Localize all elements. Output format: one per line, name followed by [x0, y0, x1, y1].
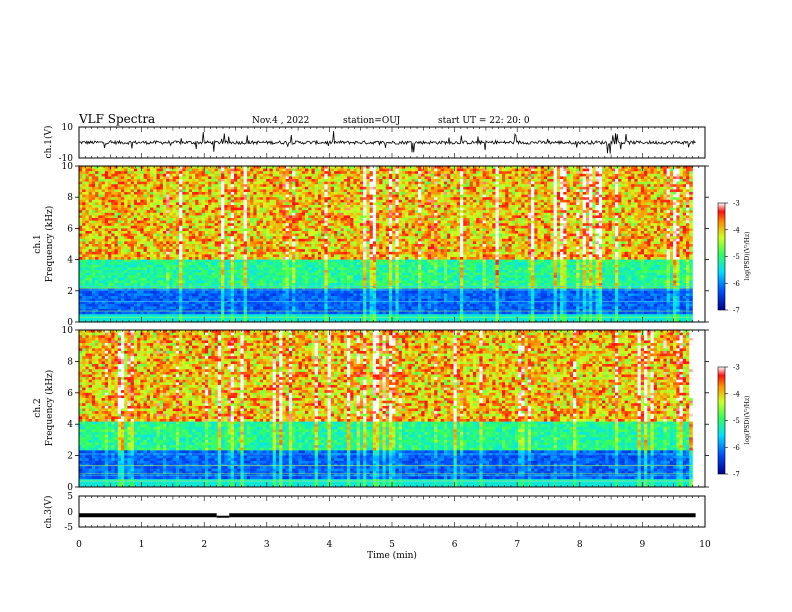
start-time-label: start UT = 22: 20: 0	[438, 116, 530, 126]
time-tick-label: 1	[139, 540, 145, 550]
spectrogram-ytick-label: 2	[67, 287, 73, 297]
colorbar-tick-label: -4	[733, 226, 740, 234]
ch2-colorbar	[717, 366, 726, 475]
colorbar-tick-label: -7	[733, 471, 740, 479]
station-label: station=OUJ	[343, 116, 401, 126]
ch1-colorbar-label: log(PSD)(V²/Hz)	[744, 232, 751, 281]
colorbar-tick-label: -7	[733, 307, 740, 315]
ch2-frequency-label: Frequency (kHz)	[44, 370, 55, 447]
spectrogram-ytick-label: 2	[67, 452, 73, 462]
ch2-colorbar-label: log(PSD)(V²/Hz)	[744, 396, 751, 445]
spectrogram-ytick-label: 6	[67, 224, 73, 234]
date-label: Nov.4 , 2022	[252, 116, 309, 126]
ch3-waveform-frame	[78, 495, 706, 528]
ch1-channel-label: ch.1	[33, 234, 43, 253]
ch3-waveform-ylabel: ch.3(V)	[43, 496, 54, 529]
time-axis-ticks: 0 1 2 3 4 5 6 7 8 9 10	[76, 127, 711, 550]
ch2-channel-label: ch.2	[33, 398, 43, 417]
time-tick-label: 10	[699, 540, 711, 550]
figure-title: VLF Spectra	[78, 112, 155, 126]
time-tick-label: 8	[577, 540, 583, 550]
time-tick-label: 3	[264, 540, 270, 550]
spectrogram-ytick-label: 6	[67, 389, 73, 399]
time-tick-label: 6	[452, 540, 458, 550]
ch1-ytick-top: 10	[62, 123, 74, 133]
ch3-waveform-line	[79, 513, 696, 518]
ch1-spectrogram-yticks: 0 2 4 6 8 10	[62, 162, 709, 328]
spectrogram-ytick-label: 10	[62, 162, 74, 172]
ch1-colorbar-ticks: -3 -4 -5 -6 -7	[725, 200, 740, 315]
colorbar-tick-label: -5	[733, 253, 740, 261]
ch3-ytick-mid: 0	[67, 508, 73, 518]
time-tick-label: 7	[514, 540, 520, 550]
spectrogram-ytick-label: 4	[67, 420, 73, 430]
time-tick-label: 0	[76, 540, 82, 550]
spectrogram-ytick-label: 10	[62, 326, 74, 336]
spectrogram-ytick-label: 0	[67, 483, 73, 493]
spectrogram-ytick-label: 4	[67, 256, 73, 266]
spectrogram-ytick-label: 8	[67, 357, 73, 367]
ch3-waveform-panel: 5 0 -5 ch.3(V)	[43, 492, 706, 533]
ch1-ytick-bottom: -10	[59, 154, 74, 164]
ch3-ytick-bottom: -5	[64, 523, 73, 533]
colorbar-tick-label: -6	[733, 280, 740, 288]
colorbar-tick-label: -3	[733, 200, 740, 208]
time-tick-label: 2	[201, 540, 207, 550]
colorbar-tick-label: -4	[733, 390, 740, 398]
ch1-waveform-line	[79, 131, 696, 154]
colorbar-tick-label: -5	[733, 417, 740, 425]
colorbar-tick-label: -6	[733, 444, 740, 452]
ch2-colorbar-ticks: -3 -4 -5 -6 -7	[725, 364, 740, 479]
ch1-colorbar	[717, 202, 726, 311]
colorbar-tick-label: -3	[733, 364, 740, 372]
ch1-waveform-ylabel: ch.1(V)	[43, 126, 54, 159]
spectrogram-ytick-label: 0	[67, 318, 73, 328]
time-tick-label: 5	[389, 540, 395, 550]
spectrogram-ytick-label: 8	[67, 193, 73, 203]
time-tick-label: 4	[327, 540, 333, 550]
time-axis-label: Time (min)	[367, 550, 417, 561]
ch2-spectrogram-yticks: 0 2 4 6 8 10	[62, 326, 709, 493]
ch2-spectrogram-image	[79, 330, 705, 488]
ch1-waveform-panel: 10 -10 ch.1(V)	[43, 123, 706, 164]
time-tick-label: 9	[640, 540, 646, 550]
ch3-ytick-top: 5	[67, 492, 73, 502]
ch1-frequency-label: Frequency (kHz)	[44, 206, 55, 283]
ch1-spectrogram-image	[79, 166, 705, 323]
